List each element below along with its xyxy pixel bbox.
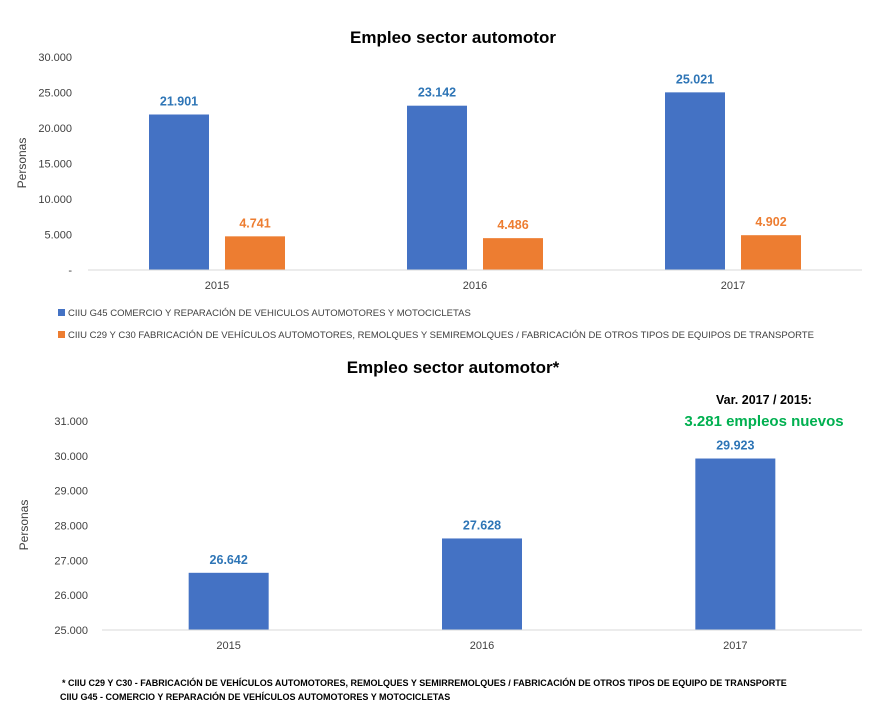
chart2-bars: 26.642 27.628 29.923: [188, 439, 776, 630]
footnote-line-1: * CIIU C29 Y C30 - FABRICACIÓN DE VEHÍCU…: [62, 677, 787, 688]
x-tick-label: 2015: [205, 280, 229, 292]
bar: [225, 236, 285, 270]
bar: [188, 572, 269, 630]
x-tick-label: 2015: [216, 640, 240, 652]
footnote-line-2: CIIU G45 - COMERCIO Y REPARACIÓN DE VEHÍ…: [60, 691, 450, 702]
x-tick-label: 2016: [470, 640, 494, 652]
chart1-y-ticks: - 5.000 10.000 15.000 20.000 25.000 30.000: [38, 52, 72, 277]
chart2-x-ticks: 2015 2016 2017: [216, 640, 747, 652]
data-label: 4.486: [497, 218, 528, 232]
y-tick-label: 31.000: [54, 416, 88, 428]
y-tick-label: 30.000: [38, 52, 72, 64]
bar: [665, 92, 725, 271]
legend-label-g45: CIIU G45 COMERCIO Y REPARACIÓN DE VEHICU…: [68, 308, 471, 319]
y-tick-label: -: [68, 265, 72, 277]
bar: [407, 105, 467, 270]
bar: [442, 538, 522, 630]
data-label: 29.923: [716, 439, 754, 453]
data-label: 23.142: [418, 86, 456, 100]
y-tick-label: 29.000: [54, 486, 88, 498]
y-tick-label: 10.000: [38, 194, 72, 206]
chart2-ylabel: Personas: [17, 500, 31, 551]
x-tick-label: 2017: [721, 280, 745, 292]
data-label: 25.021: [676, 72, 714, 86]
legend-swatch-c29-c30: [58, 331, 65, 338]
y-tick-label: 26.000: [54, 590, 88, 602]
chart2-y-ticks: 25.000 26.000 27.000 28.000 29.000 30.000 31.0…: [54, 416, 88, 637]
chart1-ylabel: Personas: [15, 138, 29, 189]
y-tick-label: 28.000: [54, 521, 88, 533]
variation-annotation-label: Var. 2017 / 2015:: [716, 393, 812, 407]
y-tick-label: 20.000: [38, 123, 72, 135]
legend-swatch-g45: [58, 309, 65, 316]
x-tick-label: 2017: [723, 640, 747, 652]
y-tick-label: 5.000: [44, 230, 72, 242]
y-tick-label: 15.000: [38, 159, 72, 171]
chart2-title: Empleo sector automotor*: [347, 358, 560, 377]
data-label: 21.901: [160, 95, 198, 109]
legend-label-c29-c30: CIIU C29 Y C30 FABRICACIÓN DE VEHÍCULOS …: [68, 330, 814, 341]
bar: [741, 235, 801, 270]
y-tick-label: 30.000: [54, 451, 88, 463]
chart1-title: Empleo sector automotor: [350, 28, 556, 47]
bar: [483, 238, 543, 270]
bar: [695, 458, 776, 630]
y-tick-label: 25.000: [54, 625, 88, 637]
variation-annotation-value: 3.281 empleos nuevos: [684, 413, 843, 430]
chart1-bars: 21.901 4.741 23.142 4.486 25.021 4.902: [149, 72, 801, 271]
data-label: 26.642: [210, 553, 248, 567]
x-tick-label: 2016: [463, 280, 487, 292]
y-tick-label: 27.000: [54, 555, 88, 567]
data-label: 4.741: [239, 216, 270, 230]
y-tick-label: 25.000: [38, 88, 72, 100]
data-label: 4.902: [755, 215, 786, 229]
data-label: 27.628: [463, 518, 501, 532]
bar: [149, 114, 209, 270]
chart1-x-ticks: 2015 2016 2017: [205, 280, 745, 292]
